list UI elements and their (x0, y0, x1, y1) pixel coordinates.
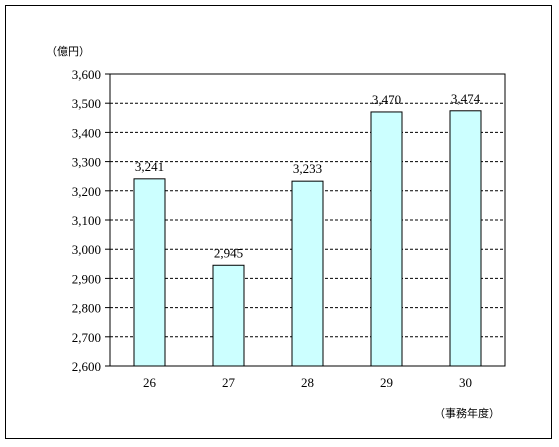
bar (133, 178, 166, 367)
bar (449, 110, 482, 367)
y-tick-label: 2,700 (72, 330, 101, 345)
y-tick-label: 3,300 (72, 155, 101, 170)
bar (212, 264, 245, 367)
bar (291, 180, 324, 367)
y-tick-label: 2,800 (72, 301, 101, 316)
y-tick-label: 3,400 (72, 125, 101, 140)
y-tick-label: 2,900 (72, 271, 101, 286)
x-tick-label: 28 (301, 375, 314, 390)
x-tick-label: 29 (380, 375, 393, 390)
bar (370, 111, 403, 367)
y-tick-label: 2,600 (72, 359, 101, 374)
data-label: 3,233 (293, 161, 322, 176)
x-axis-ticks: 26 27 28 29 30 (143, 375, 472, 390)
data-label: 2,945 (214, 245, 243, 260)
data-label: 3,474 (451, 91, 481, 106)
y-tick-label: 3,600 (72, 67, 101, 82)
data-labels: 3,241 2,945 3,233 3,470 3,474 (135, 91, 481, 260)
y-axis-ticks: 2,600 2,700 2,800 2,900 3,000 3,100 3,200 3,300… (72, 67, 110, 374)
bars (133, 110, 482, 367)
x-tick-label: 27 (222, 375, 236, 390)
x-tick-label: 26 (143, 375, 157, 390)
y-tick-label: 3,000 (72, 242, 101, 257)
x-axis-unit: （事務年度） (434, 406, 500, 420)
y-tick-label: 3,500 (72, 96, 101, 111)
data-label: 3,241 (135, 159, 164, 174)
y-axis-unit: （億円） (46, 45, 90, 58)
y-tick-label: 3,100 (72, 213, 101, 228)
data-label: 3,470 (372, 92, 401, 107)
x-tick-label: 30 (459, 375, 472, 390)
y-tick-label: 3,200 (72, 184, 101, 199)
